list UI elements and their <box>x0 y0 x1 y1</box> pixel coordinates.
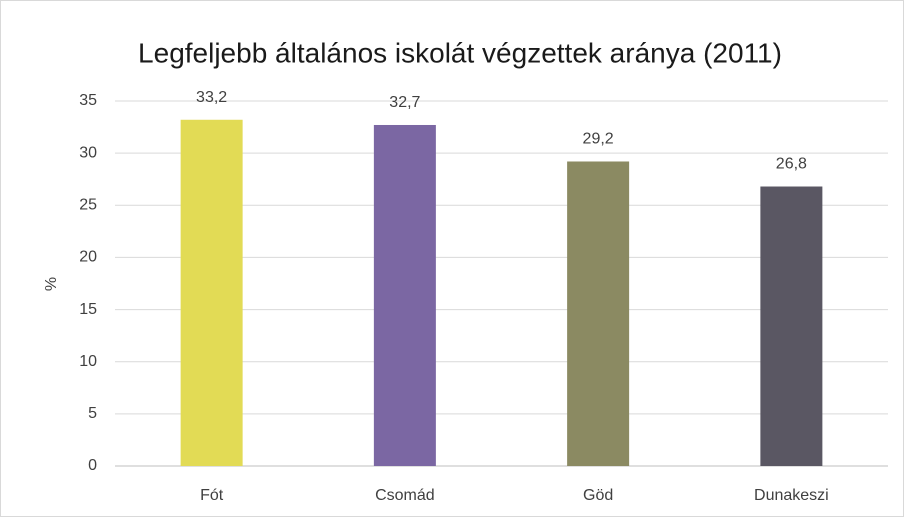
bar <box>373 124 436 466</box>
y-axis-label: % <box>43 277 60 291</box>
bar <box>760 186 823 466</box>
value-label: 32,7 <box>389 94 420 111</box>
y-tick-label: 25 <box>79 197 97 214</box>
y-tick-label: 20 <box>79 249 97 266</box>
x-tick-label: Fót <box>200 487 224 504</box>
value-label: 26,8 <box>776 156 807 173</box>
chart-title: Legfeljebb általános iskolát végzettek a… <box>138 37 782 68</box>
bar <box>180 119 243 467</box>
x-tick-label: Dunakeszi <box>754 487 829 504</box>
y-tick-label: 30 <box>79 144 97 161</box>
bar <box>567 161 630 466</box>
x-tick-label: Csomád <box>375 487 435 504</box>
y-tick-label: 35 <box>79 92 97 109</box>
y-tick-label: 5 <box>88 405 97 422</box>
y-tick-label: 0 <box>88 457 97 474</box>
y-tick-label: 10 <box>79 353 97 370</box>
value-label: 29,2 <box>583 131 614 148</box>
y-tick-label: 15 <box>79 301 97 318</box>
value-label: 33,2 <box>196 89 227 106</box>
x-tick-label: Göd <box>583 487 613 504</box>
